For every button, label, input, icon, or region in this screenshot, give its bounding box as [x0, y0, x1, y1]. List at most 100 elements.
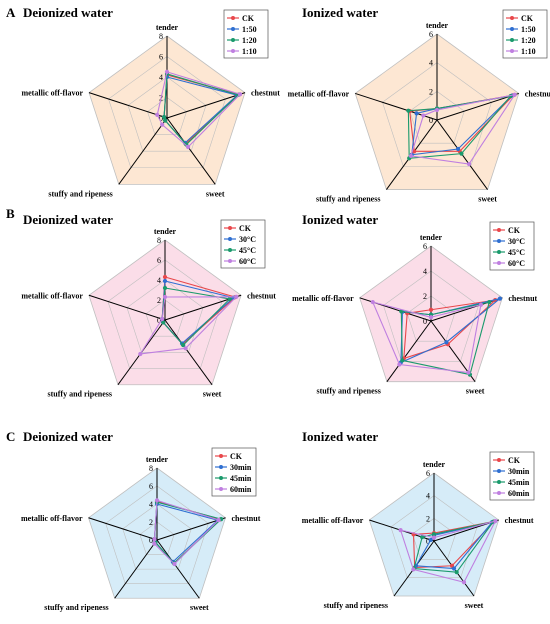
legend-label: 30°C: [508, 237, 525, 246]
legend-swatch-marker: [231, 16, 235, 20]
legend-label: 30min: [230, 463, 252, 472]
data-point: [487, 299, 492, 305]
legend-swatch-marker: [497, 228, 501, 232]
tick-label: 0: [426, 537, 430, 546]
data-point: [162, 278, 168, 284]
axis-label-chestnut: chestnut: [231, 514, 260, 523]
axis-spoke: [88, 92, 168, 119]
legend-swatch-marker: [497, 480, 501, 484]
axis-spoke: [118, 117, 168, 185]
data-point: [161, 114, 167, 120]
data-point: [406, 108, 411, 113]
legend: CK 30°C 45°C 60°C: [489, 221, 535, 271]
data-point: [400, 358, 405, 363]
data-point: [512, 92, 517, 97]
axis-label-sweet: sweet: [203, 390, 222, 399]
tick-label: 4: [159, 73, 163, 82]
axis-label-metallic-off-flavor: metallic off-flavor: [292, 294, 354, 303]
axis-label-tender: tender: [420, 233, 443, 242]
data-point: [497, 296, 503, 301]
axis-label-stuffy-and-ripeness: stuffy and ripeness: [324, 601, 388, 610]
axis-label-metallic-off-flavor: metallic off-flavor: [21, 89, 83, 98]
data-point: [163, 118, 168, 123]
data-point: [160, 122, 165, 127]
grid-ring: [108, 56, 226, 169]
panel-letter: B: [6, 206, 15, 221]
chart-title: Deionized water: [23, 429, 113, 444]
data-point: [428, 307, 434, 312]
data-point: [466, 370, 471, 375]
data-point: [172, 561, 177, 567]
data-point: [155, 112, 160, 117]
grid-ring: [382, 62, 492, 167]
tick-label: 2: [429, 87, 433, 96]
legend-swatch-marker: [510, 49, 514, 53]
legend-label: 45°C: [239, 246, 256, 255]
grid-ring: [126, 279, 204, 353]
legend-label: 45min: [508, 478, 530, 487]
legend-swatch-marker: [510, 16, 514, 20]
data-point: [138, 351, 143, 357]
axis-spoke: [114, 539, 158, 599]
data-point: [370, 299, 375, 305]
legend: CK 30min 45min 60min: [211, 447, 257, 497]
grid-ring: [107, 259, 223, 369]
legend-swatch-marker: [231, 38, 235, 42]
data-point: [162, 274, 168, 280]
axis-label-stuffy-and-ripeness: stuffy and ripeness: [316, 387, 380, 396]
legend-swatch-marker: [497, 491, 501, 495]
tick-label: 6: [426, 469, 430, 478]
axis-spoke: [156, 517, 226, 541]
axis-label-chestnut: chestnut: [525, 89, 550, 98]
grid-ring: [409, 90, 465, 144]
legend: CK 30min 45min 60min: [489, 451, 535, 501]
data-point: [181, 342, 186, 348]
tick-label: 0: [423, 317, 427, 326]
data-point: [444, 340, 449, 345]
series-line-3: [139, 296, 238, 355]
chart-title: Ionized water: [302, 429, 378, 444]
legend-label: 30°C: [239, 235, 256, 244]
data-point: [238, 92, 243, 97]
legend-swatch-marker: [219, 454, 223, 458]
series-line-3: [399, 520, 497, 583]
legend-label: CK: [508, 456, 521, 465]
legend-swatch-marker: [228, 226, 232, 230]
axis-label-stuffy-and-ripeness: stuffy and ripeness: [316, 195, 380, 204]
legend-swatch-marker: [497, 458, 501, 462]
tick-label: 6: [149, 482, 153, 491]
grid-ring: [127, 76, 207, 152]
legend-label: CK: [242, 14, 255, 23]
data-point: [420, 535, 425, 540]
axis-label-tender: tender: [156, 23, 179, 32]
data-point: [161, 320, 166, 325]
axis-spoke: [88, 294, 166, 321]
tick-label: 0: [429, 116, 433, 125]
axis-label-stuffy-and-ripeness: stuffy and ripeness: [48, 189, 112, 198]
axis-label-sweet: sweet: [206, 189, 225, 198]
series-line-2: [163, 73, 240, 146]
legend-swatch-marker: [497, 239, 501, 243]
data-point: [428, 315, 434, 320]
data-point: [162, 285, 168, 291]
axis-label-tender: tender: [154, 227, 177, 236]
legend-label: 1:20: [242, 36, 257, 45]
grid-ring: [105, 485, 209, 584]
axis-label-sweet: sweet: [478, 195, 497, 204]
grid-ring: [145, 299, 185, 337]
axis-label-tender: tender: [146, 455, 169, 464]
tick-label: 2: [423, 292, 427, 301]
legend-label: 1:50: [242, 25, 257, 34]
data-point: [461, 580, 467, 585]
axis-label-metallic-off-flavor: metallic off-flavor: [21, 291, 83, 300]
legend-label: 1:20: [521, 36, 536, 45]
axis-spoke: [166, 92, 246, 119]
legend-label: CK: [508, 226, 521, 235]
data-point: [411, 567, 416, 572]
legend-swatch-marker: [497, 261, 501, 265]
data-point: [434, 107, 440, 113]
axis-label-chestnut: chestnut: [508, 294, 537, 303]
